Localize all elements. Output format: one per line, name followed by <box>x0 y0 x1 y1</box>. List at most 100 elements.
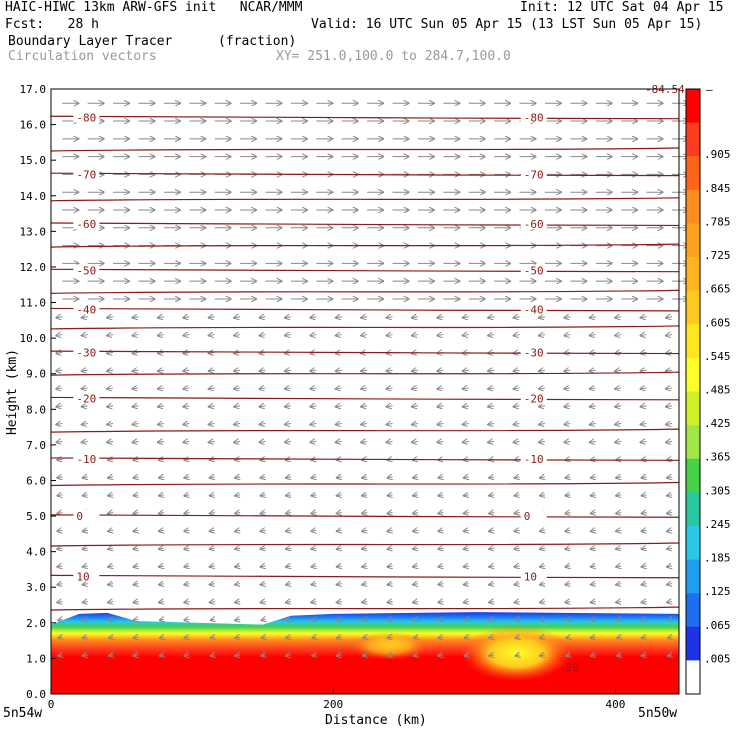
y-tick-label: 15.0 <box>20 154 47 167</box>
wind-vector <box>361 441 368 442</box>
wind-vector <box>132 317 139 318</box>
wind-vector <box>641 406 647 407</box>
wind-vector <box>261 601 266 602</box>
wind-vector <box>489 548 494 549</box>
wind-vector <box>184 655 189 656</box>
plot-frame <box>50 88 680 695</box>
wind-vector <box>261 584 266 585</box>
wind-vector <box>437 317 444 318</box>
wind-vector <box>488 406 495 407</box>
wind-vector <box>642 619 647 620</box>
wind-vector <box>310 441 317 442</box>
wind-vector <box>183 317 190 318</box>
wind-vector <box>616 530 621 531</box>
wind-vector <box>388 655 393 656</box>
wind-vector <box>337 619 342 620</box>
wind-vector <box>489 477 494 478</box>
wind-vector <box>539 370 546 371</box>
wind-vector <box>464 495 469 496</box>
wind-vector <box>234 406 241 407</box>
wind-vector <box>209 370 215 371</box>
wind-vector <box>413 548 418 549</box>
wind-vector <box>83 637 88 638</box>
wind-vector <box>260 335 266 336</box>
wind-vector <box>158 424 164 425</box>
wind-vector <box>210 477 215 478</box>
wind-vector <box>159 477 164 478</box>
wind-vector <box>539 406 546 407</box>
contour-label: -70 <box>524 168 544 181</box>
wind-vector <box>108 513 113 514</box>
wind-vector <box>540 601 545 602</box>
wind-vector <box>133 495 138 496</box>
wind-vector <box>488 388 495 389</box>
wind-vector <box>286 601 291 602</box>
wind-vector <box>566 637 570 638</box>
wind-vector <box>235 601 240 602</box>
wind-vector <box>235 637 240 638</box>
wind-vector <box>362 584 367 585</box>
wind-vector <box>57 548 62 549</box>
wind-vector <box>616 566 621 567</box>
wind-vector <box>387 424 393 425</box>
tracer-fill <box>51 612 679 694</box>
wind-vector <box>209 352 215 353</box>
wind-vector <box>82 424 88 425</box>
wind-vector <box>438 619 443 620</box>
wind-vector <box>387 317 393 318</box>
wind-vector <box>514 388 520 389</box>
wind-vector <box>57 584 62 585</box>
contour-label: -80 <box>524 111 544 124</box>
wind-vector <box>564 406 571 407</box>
wind-vector <box>642 584 647 585</box>
wind-vector <box>363 637 367 638</box>
wind-vector <box>566 619 570 620</box>
colorbar-top-tick: – <box>706 83 713 96</box>
wind-vector <box>58 637 62 638</box>
wind-vector <box>159 530 164 531</box>
wind-vector <box>515 566 520 567</box>
contour-line <box>50 396 680 401</box>
wind-vector <box>361 370 368 371</box>
y-tick-label: 16.0 <box>20 119 47 132</box>
wind-vector <box>388 495 393 496</box>
wind-vector <box>310 388 317 389</box>
wind-vector <box>56 406 63 407</box>
wind-vector <box>414 619 418 620</box>
wind-vector <box>437 388 444 389</box>
colorbar-label: .005 <box>704 652 731 665</box>
contour-label: 10 <box>524 571 537 584</box>
y-tick-label: 9.0 <box>26 368 46 381</box>
wind-vector <box>489 655 494 656</box>
y-tick-label: 1.0 <box>26 652 46 665</box>
wind-vector <box>57 513 62 514</box>
wind-vector <box>641 424 647 425</box>
wind-vector <box>285 317 291 318</box>
wind-vector <box>82 317 88 318</box>
wind-vector <box>514 370 520 371</box>
wind-vector <box>388 530 393 531</box>
wind-vector <box>438 655 443 656</box>
y-tick-label: 7.0 <box>26 439 46 452</box>
colorbar-label: .245 <box>704 518 731 531</box>
axes: 0.0 1.0 2.0 3.0 4.0 5.0 6.0 7.0 8.0 9.0 10.0 11.0 12… <box>20 83 626 711</box>
wind-vector <box>132 335 139 336</box>
contour-label: -40 <box>524 304 544 317</box>
wind-vector <box>514 406 520 407</box>
wind-vector <box>565 513 570 514</box>
wind-vector <box>540 637 545 638</box>
wind-vector <box>463 406 469 407</box>
wind-vector <box>515 495 520 496</box>
wind-vector <box>158 317 164 318</box>
colorbar-label: .785 <box>704 215 731 228</box>
contour-label-bg <box>73 218 100 230</box>
wind-vector <box>464 477 469 478</box>
wind-vector <box>388 566 393 567</box>
wind-vector <box>540 655 545 656</box>
wind-vector <box>56 388 63 389</box>
wind-vector <box>262 637 266 638</box>
wind-vector <box>387 406 393 407</box>
wind-vector <box>514 317 520 318</box>
wind-vector <box>184 619 189 620</box>
wind-vector <box>515 513 520 514</box>
